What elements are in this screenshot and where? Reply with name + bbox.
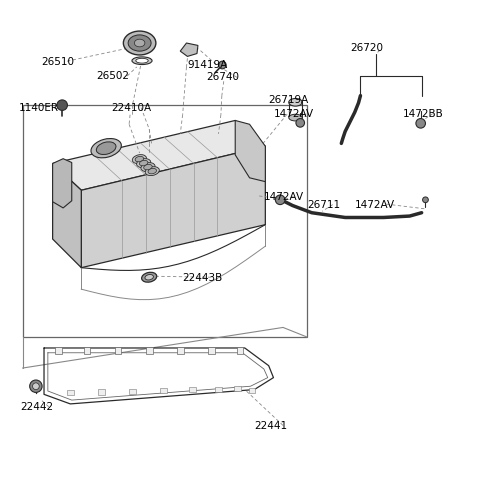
Polygon shape [189,387,195,392]
Text: 22441: 22441 [254,422,288,431]
Bar [23,105,307,337]
Polygon shape [237,347,243,354]
Ellipse shape [132,57,152,65]
Polygon shape [81,146,265,268]
Circle shape [422,197,428,203]
Ellipse shape [91,139,121,158]
Text: 1472AV: 1472AV [274,109,313,119]
Polygon shape [53,159,72,208]
Text: 26510: 26510 [42,57,74,67]
Circle shape [30,380,42,392]
Polygon shape [67,390,73,395]
Circle shape [57,100,68,110]
Text: 26720: 26720 [350,43,383,53]
Ellipse shape [141,163,155,172]
Ellipse shape [289,98,302,106]
Ellipse shape [148,168,156,174]
Ellipse shape [145,274,154,280]
Text: 22410A: 22410A [111,103,151,112]
Polygon shape [129,389,136,394]
Ellipse shape [145,167,159,175]
Polygon shape [180,43,198,56]
Ellipse shape [135,156,144,162]
Circle shape [33,383,39,390]
Circle shape [296,119,304,127]
Polygon shape [160,388,167,393]
Polygon shape [249,388,255,393]
Ellipse shape [142,272,157,282]
Polygon shape [53,120,265,190]
Polygon shape [98,389,105,394]
Polygon shape [84,347,90,354]
Polygon shape [235,120,265,182]
Ellipse shape [289,114,302,121]
Polygon shape [208,347,215,354]
Ellipse shape [132,154,146,163]
Polygon shape [55,347,62,354]
Ellipse shape [136,58,148,63]
Ellipse shape [96,142,116,154]
Text: 22442: 22442 [20,402,53,412]
Ellipse shape [139,161,148,166]
Text: 1472BB: 1472BB [403,109,443,119]
Polygon shape [146,347,153,354]
Circle shape [416,119,425,128]
Text: 26502: 26502 [96,72,130,81]
Text: 26711: 26711 [307,200,340,209]
Ellipse shape [128,35,151,51]
Ellipse shape [134,39,145,47]
Polygon shape [177,347,183,354]
Polygon shape [115,347,121,354]
Ellipse shape [144,164,152,170]
Text: 26740: 26740 [206,73,240,82]
Polygon shape [53,163,81,268]
Ellipse shape [137,159,151,168]
Text: 1472AV: 1472AV [264,192,304,202]
Circle shape [276,195,285,205]
Circle shape [218,61,226,69]
Text: 22443B: 22443B [182,273,223,283]
Polygon shape [215,387,222,392]
Text: 26719A: 26719A [269,96,309,105]
Text: 1140ER: 1140ER [19,103,59,112]
Text: 1472AV: 1472AV [355,200,395,209]
Polygon shape [234,386,241,391]
Text: 91419A: 91419A [187,60,228,69]
Ellipse shape [123,31,156,55]
